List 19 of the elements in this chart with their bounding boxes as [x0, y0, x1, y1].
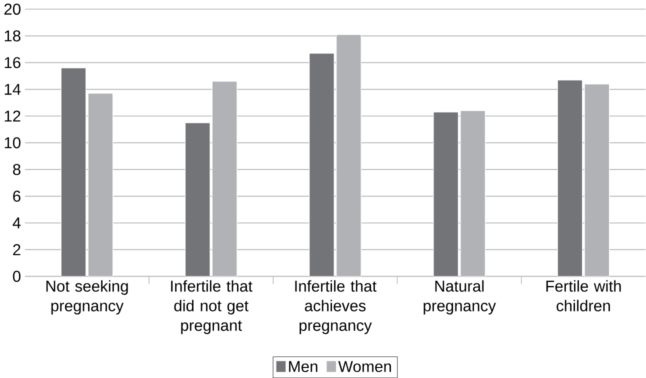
x-tick-label: Infertile that achieves pregnancy	[295, 280, 377, 334]
y-tick-label: 14	[4, 84, 21, 95]
x-tick-label: Not seeking pregnancy	[46, 280, 128, 314]
y-tick-label: 2	[13, 244, 20, 256]
x-tick-label: Infertile that did not get pregnant	[171, 280, 252, 334]
y-tick-label: 18	[4, 30, 20, 42]
y-tick-label: 4	[12, 217, 21, 228]
y-tick-label: 10	[4, 137, 20, 148]
x-tick-label: Natural pregnancy	[424, 280, 496, 314]
y-tick-label: 20	[4, 4, 20, 15]
x-tick-label: Fertile with children	[546, 280, 621, 312]
y-tick-label: 8	[13, 164, 20, 175]
legend-label: Men	[289, 361, 318, 372]
bar	[60, 68, 86, 276]
legend-label: Women	[338, 361, 391, 372]
y-tick-label: 16	[4, 57, 20, 68]
y-tick-label: 0	[12, 270, 20, 282]
y-tick-label: 6	[13, 190, 20, 202]
y-tick-label: 12	[4, 110, 20, 122]
